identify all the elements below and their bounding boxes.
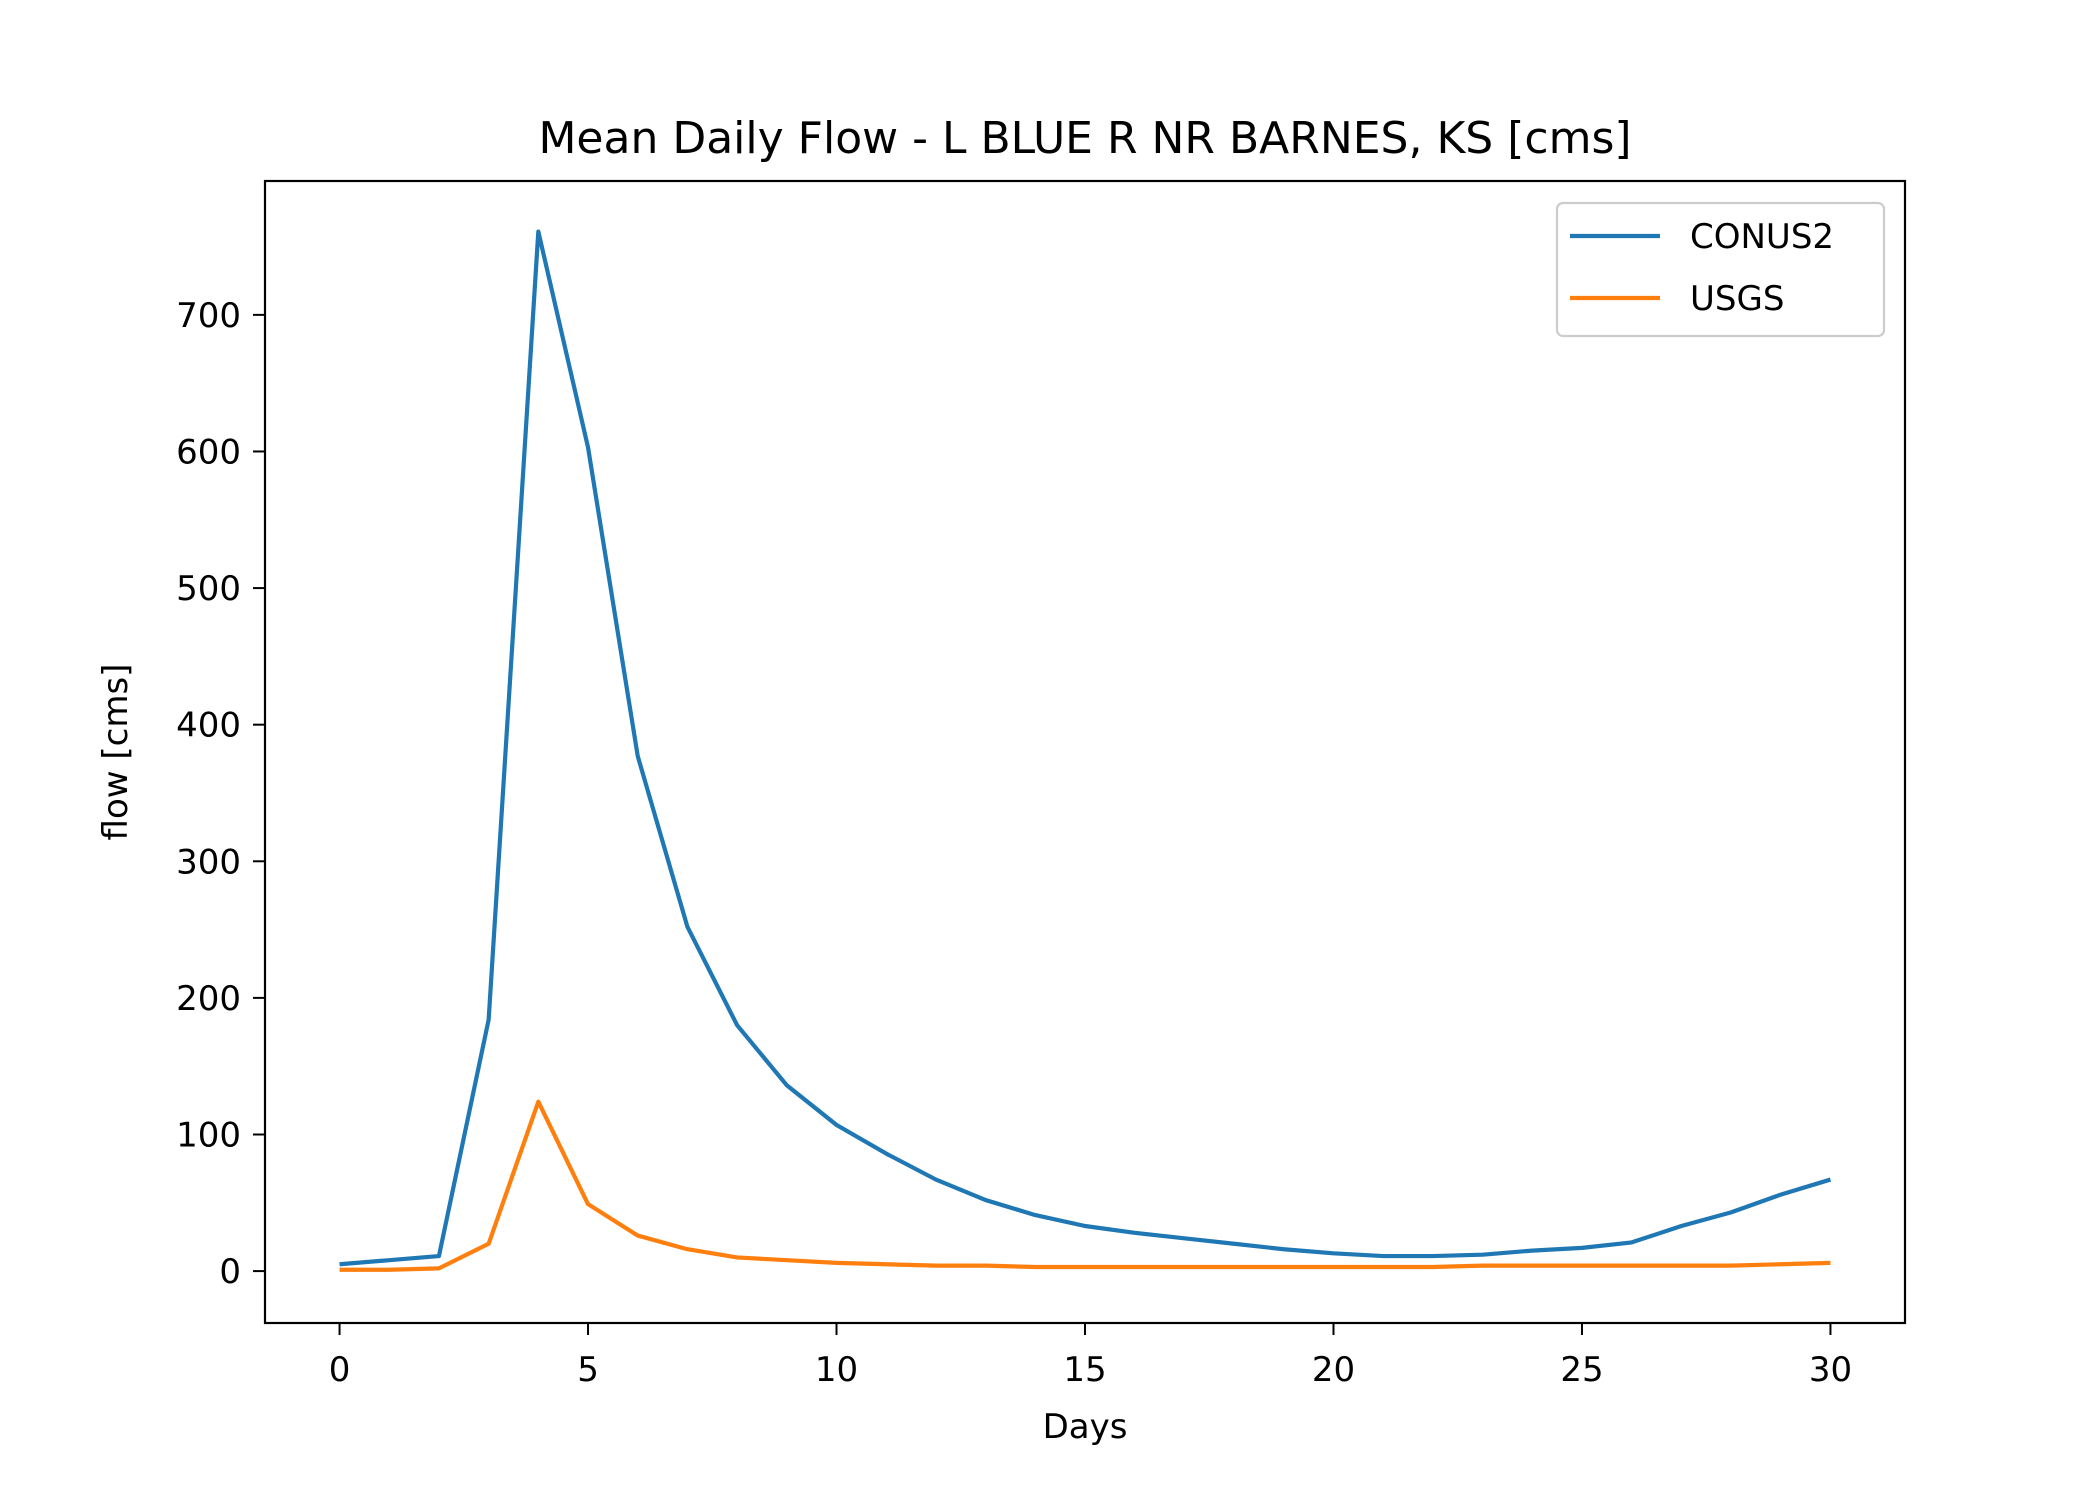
y-tick-label: 700: [176, 296, 241, 336]
y-tick-label: 400: [176, 706, 241, 746]
x-tick-label: 15: [1063, 1350, 1106, 1390]
x-tick-label: 25: [1560, 1350, 1603, 1390]
y-tick-label: 200: [176, 979, 241, 1019]
y-axis-ticks: 0 100 200 300 400 500 600 700: [176, 296, 265, 1292]
chart-title: Mean Daily Flow - L BLUE R NR BARNES, KS…: [538, 113, 1631, 164]
y-tick-label: 100: [176, 1115, 241, 1155]
x-tick-label: 30: [1809, 1350, 1852, 1390]
x-tick-label: 5: [577, 1350, 599, 1390]
y-axis-label: flow [cms]: [96, 664, 136, 841]
x-tick-label: 0: [329, 1350, 351, 1390]
series-lines: [339, 229, 1832, 1272]
legend: CONUS2 USGS: [1555, 201, 1886, 338]
legend-label-usgs: USGS: [1690, 279, 1784, 319]
x-axis-label: Days: [1043, 1407, 1128, 1447]
series-line-conus2: [339, 229, 1832, 1267]
x-axis-ticks: 0 5 10 15 20 25 30: [329, 1323, 1852, 1390]
plot-area: 0 5 10 15 20 25 30 0 100 200 300 400 500 600 700: [176, 179, 1907, 1390]
y-tick-label: 600: [176, 432, 241, 472]
series-line-usgs: [339, 1099, 1831, 1272]
y-tick-label: 500: [176, 569, 241, 609]
legend-label-conus2: CONUS2: [1690, 217, 1834, 257]
x-tick-label: 10: [815, 1350, 858, 1390]
x-tick-label: 20: [1312, 1350, 1355, 1390]
y-tick-label: 0: [219, 1252, 241, 1292]
y-tick-label: 300: [176, 842, 241, 882]
